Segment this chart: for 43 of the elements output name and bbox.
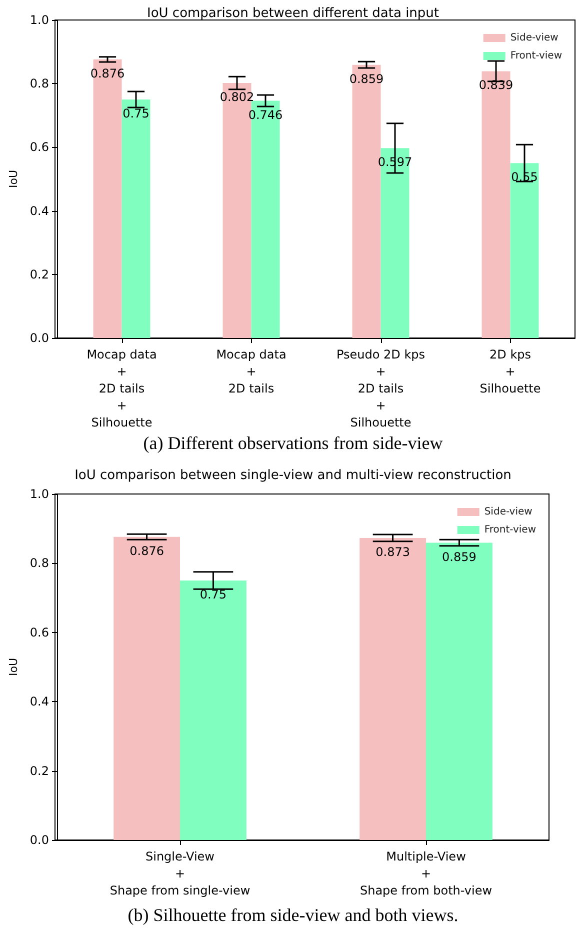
x-tick-label: Single-View + Shape from single-view <box>110 850 250 898</box>
y-tick-label: 0.6 <box>30 625 49 640</box>
x-tick-label: Multiple-View + Shape from both-view <box>360 850 492 898</box>
data-label: 0.746 <box>248 108 283 122</box>
x-tick-label: 2D kps + Silhouette <box>480 348 541 396</box>
x-tick-label: Mocap data + 2D tails + Silhouette <box>86 348 157 430</box>
bar <box>122 100 150 338</box>
legend-label: Side-view <box>510 32 558 44</box>
data-label: 0.876 <box>90 66 125 80</box>
y-tick-label: 1.0 <box>30 487 49 501</box>
data-label: 0.75 <box>122 106 150 120</box>
data-label: 0.859 <box>349 72 384 86</box>
y-tick-label: 0.8 <box>30 556 49 570</box>
bar <box>93 59 122 338</box>
legend-label: Front-view <box>510 50 562 62</box>
y-tick-label: 0.2 <box>30 267 49 282</box>
y-tick-label: 0.4 <box>30 694 49 709</box>
y-tick-label: 0.2 <box>30 764 49 778</box>
data-label: 0.859 <box>442 550 476 564</box>
y-tick-label: 0.4 <box>30 204 49 218</box>
legend-label: Front-view <box>484 524 536 536</box>
y-tick-label: 0.0 <box>30 331 49 345</box>
chart-title: IoU comparison between single-view and multi-view reconstruction <box>74 468 512 483</box>
y-tick-label: 0.6 <box>30 140 49 154</box>
chart-title: IoU comparison between different data input <box>146 6 440 21</box>
bar <box>251 100 280 338</box>
y-axis-title: IoU <box>7 658 20 676</box>
bar <box>380 148 410 338</box>
x-tick-label: Pseudo 2D kps + 2D tails + Silhouette <box>336 348 426 430</box>
data-label: 0.75 <box>200 588 227 602</box>
y-tick-label: 0.0 <box>30 833 49 847</box>
text: (b) Silhouette from side-view and both views. <box>128 905 458 925</box>
data-label: 0.873 <box>376 544 410 559</box>
text: (a) Different observations from side-view <box>143 433 443 453</box>
y-axis-title: IoU <box>7 170 20 188</box>
legend-label: Side-view <box>484 506 532 518</box>
data-label: 0.802 <box>220 90 254 104</box>
data-label: 0.876 <box>130 544 164 558</box>
x-tick-label: Mocap data + 2D tails <box>216 348 286 396</box>
y-tick-label: 1.0 <box>30 13 49 27</box>
bar <box>510 163 539 338</box>
bar <box>482 71 510 338</box>
y-tick-label: 0.8 <box>30 76 49 91</box>
